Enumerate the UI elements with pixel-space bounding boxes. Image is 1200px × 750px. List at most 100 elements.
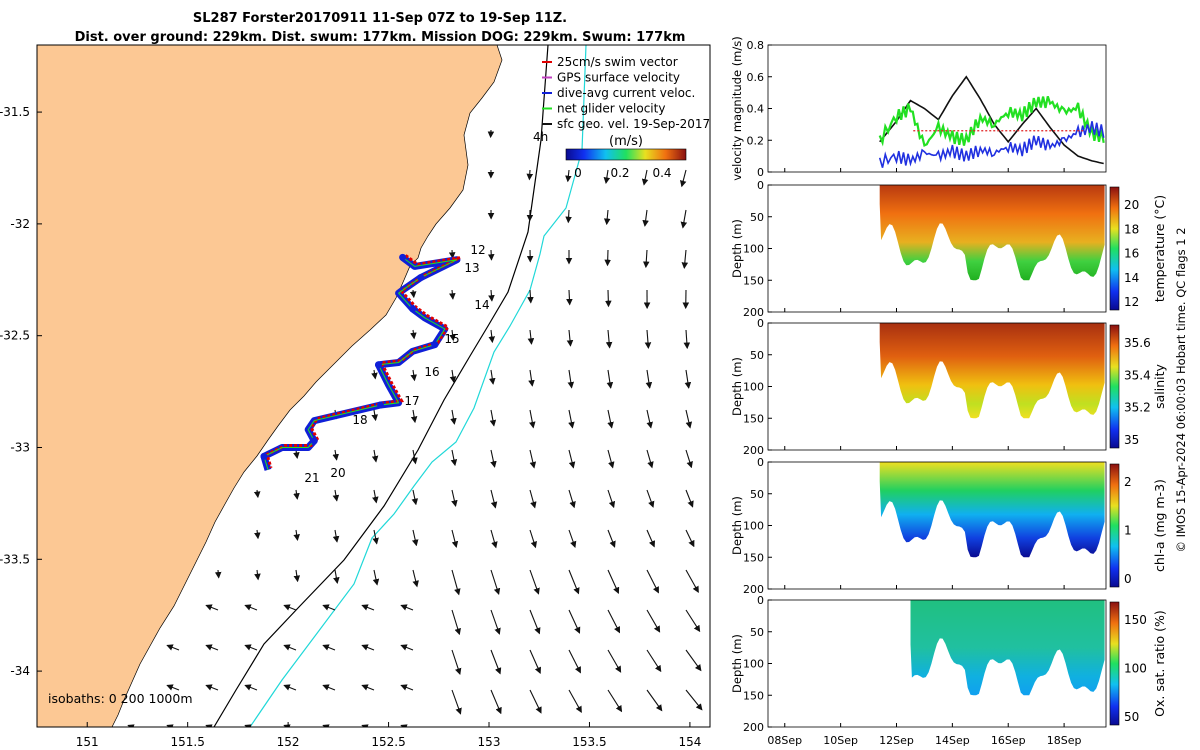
velocity-arrow: [685, 609, 701, 633]
velocity-arrow: [646, 409, 653, 429]
velocity-arrow: [410, 409, 418, 424]
velocity-arrow: [490, 569, 501, 596]
velocity-arrow: [244, 644, 258, 651]
velocity-arrow: [647, 730, 663, 750]
velocity-arrow: [332, 529, 340, 543]
day-label: 15: [444, 332, 459, 346]
velocity-arrow: [372, 489, 379, 504]
title-line-1: SL287 Forster20170911 11-Sep 07Z to 19-S…: [192, 11, 568, 26]
velocity-arrow: [490, 689, 502, 715]
velocity-arrow: [527, 329, 535, 345]
velocity-arrow: [644, 329, 652, 349]
velocity-arrow: [642, 249, 650, 269]
velocity-arrow: [449, 289, 456, 300]
map-x-tick-label: 152.5: [371, 735, 405, 749]
map-y-tick-label: -32: [10, 217, 30, 231]
velocity-arrow: [568, 569, 580, 595]
velocity-arrow: [646, 489, 655, 508]
velocity-arrow: [607, 689, 623, 713]
velocity-arrow: [568, 529, 577, 549]
velocity-arrow: [603, 169, 611, 184]
velocity-arrow: [254, 569, 261, 581]
velocity-arrow: [254, 529, 261, 540]
velocity-arrow: [400, 604, 414, 611]
velocity-arrow: [568, 689, 582, 713]
velocity-arrow: [488, 329, 496, 344]
velocity-arrow: [529, 569, 540, 595]
velocity-arrow: [166, 644, 180, 651]
velocity-arrow: [244, 684, 258, 691]
velocity-arrow: [283, 604, 297, 611]
velocity-arrow: [293, 569, 301, 583]
velocity-arrow: [529, 449, 537, 469]
velocity-arrow: [205, 724, 213, 727]
map-x-tick-label: 151.5: [170, 735, 204, 749]
day-label: 21: [304, 471, 319, 485]
map-x-tick-label: 153: [478, 735, 501, 749]
velocity-arrow: [646, 649, 662, 673]
velocity-arrow: [607, 489, 616, 509]
velocity-arrow: [529, 409, 536, 429]
velocity-arrow: [645, 369, 653, 389]
velocity-arrow: [332, 449, 339, 461]
dive-point: [310, 437, 318, 445]
velocity-arrow: [371, 449, 379, 463]
velocity-arrow: [607, 409, 614, 429]
velocity-arrow: [166, 724, 174, 727]
velocity-arrow: [568, 489, 576, 509]
velocity-arrow: [448, 249, 456, 259]
velocity-arrow: [529, 529, 537, 549]
velocity-arrow: [400, 724, 408, 727]
velocity-arrow: [400, 684, 414, 691]
velocity-arrow: [529, 489, 537, 509]
velocity-arrow: [293, 529, 300, 541]
title-line-2: Dist. over ground: 229km. Dist. swum: 17…: [74, 30, 686, 45]
velocity-arrow: [488, 289, 495, 302]
velocity-arrow: [490, 649, 502, 675]
legend-entry: GPS surface velocity: [557, 71, 680, 85]
velocity-arrow: [205, 684, 219, 691]
colorbar-unit: (m/s): [609, 134, 643, 149]
map-y-tick-label: -33.5: [0, 552, 30, 566]
day-label: 13: [464, 261, 479, 275]
velocity-arrow: [566, 289, 573, 306]
dive-point: [409, 305, 417, 313]
velocity-arrow: [646, 609, 661, 633]
dive-point: [375, 361, 382, 369]
velocity-arrow: [568, 449, 576, 469]
velocity-arrow: [451, 569, 461, 596]
isobaths-label: isobaths: 0 200 1000m: [48, 691, 193, 706]
colorbar-tick: 0.2: [610, 166, 629, 180]
velocity-arrow: [528, 369, 535, 387]
map-y-tick-label: -34: [10, 664, 30, 678]
colorbar-tick: 0.4: [652, 166, 671, 180]
velocity-arrow: [529, 649, 541, 675]
velocity-arrow: [646, 529, 656, 548]
velocity-arrow: [205, 644, 219, 651]
legend-entry: sfc geo. vel. 19-Sep-2017: [557, 117, 710, 131]
map-legend: 25cm/s swim vector GPS surface velocitydi…: [542, 55, 710, 131]
velocity-arrow: [450, 409, 457, 425]
velocity-arrow: [489, 369, 496, 385]
velocity-arrow: [526, 169, 534, 181]
velocity-arrow: [283, 684, 297, 691]
velocity-arrow: [607, 609, 621, 634]
velocity-arrow: [489, 409, 497, 427]
velocity-arrow: [411, 529, 419, 547]
velocity-arrow: [333, 569, 340, 584]
velocity-arrow: [685, 529, 695, 548]
velocity-arrow: [490, 609, 501, 635]
velocity-arrow: [487, 249, 495, 261]
velocity-arrow: [566, 329, 574, 347]
velocity-arrow: [606, 369, 614, 389]
velocity-arrow: [603, 209, 611, 226]
velocity-arrow: [530, 730, 542, 750]
velocity-arrow: [684, 369, 692, 389]
dive-point: [260, 452, 268, 460]
velocity-arrow: [451, 689, 462, 715]
dive-point: [377, 401, 384, 409]
velocity-arrow: [205, 604, 219, 611]
velocity-arrow: [529, 609, 541, 635]
velocity-arrow: [568, 649, 581, 674]
